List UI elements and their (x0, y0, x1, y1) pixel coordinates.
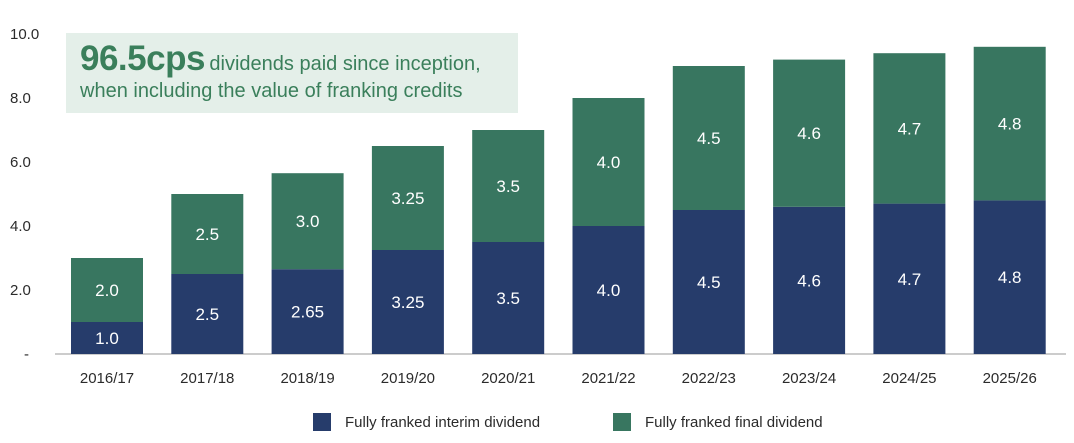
y-axis-ticks: - 2.0 4.0 6.0 8.0 10.0 (10, 26, 39, 363)
callout-text-2: when including the value of franking cre… (80, 80, 463, 102)
bar-label-final: 4.0 (597, 153, 621, 172)
bar-final (973, 46, 1046, 201)
bar-label-interim: 4.8 (998, 268, 1022, 287)
y-tick-label: 8.0 (10, 90, 31, 107)
bar-label-final: 2.5 (195, 225, 219, 244)
callout-line-1: 96.5cps dividends paid since inception, (80, 39, 481, 79)
bar-interim (71, 322, 143, 354)
x-tick-label: 2021/22 (581, 370, 635, 387)
bar-label-interim: 2.5 (195, 305, 219, 324)
bar-label-interim: 4.7 (898, 270, 922, 289)
bar-label-interim: 3.25 (391, 293, 424, 312)
x-tick-label: 2022/23 (682, 370, 736, 387)
x-tick-label: 2025/26 (983, 370, 1037, 387)
y-tick-label: 10.0 (10, 26, 39, 43)
bars: 1.0 2.0 2.5 2.5 2.65 3.0 3.25 3.25 3.5 3.5 4.0 4.0 4… (71, 46, 1046, 354)
y-tick-label: 4.0 (10, 218, 31, 235)
bar-label-final: 4.6 (797, 124, 821, 143)
bar-label-interim: 3.5 (496, 289, 520, 308)
bar-final (773, 59, 846, 207)
bar-label-interim: 4.6 (797, 271, 821, 290)
x-tick-label: 2019/20 (381, 370, 435, 387)
legend-item-final: Fully franked final dividend (613, 413, 823, 431)
bar-final (371, 146, 444, 250)
bar-final (472, 130, 545, 242)
bar-interim (371, 250, 444, 354)
legend-label-interim: Fully franked interim dividend (345, 413, 541, 431)
bar-final (71, 258, 143, 322)
bar-interim (873, 203, 946, 354)
y-tick-label: - (24, 346, 29, 363)
bar-final (873, 53, 946, 204)
bar-label-final: 3.0 (296, 212, 320, 231)
bar-interim (572, 226, 645, 354)
y-tick-label: 6.0 (10, 154, 31, 171)
callout-box: 96.5cps dividends paid since inception, … (66, 33, 518, 113)
bar-label-interim: 4.0 (597, 281, 621, 300)
x-axis-ticks: 2016/17 2017/18 2018/19 2019/20 2020/21 2021/… (80, 370, 1037, 387)
bar-label-interim: 1.0 (95, 329, 119, 348)
bar-label-final: 4.5 (697, 129, 721, 148)
bar-label-final: 4.7 (898, 119, 922, 138)
bar-interim (672, 210, 745, 354)
legend-item-interim: Fully franked interim dividend (313, 413, 540, 431)
bar-interim (973, 200, 1046, 354)
bar-interim (271, 269, 344, 354)
x-tick-label: 2023/24 (782, 370, 836, 387)
bar-interim (773, 206, 846, 354)
x-tick-label: 2018/19 (280, 370, 334, 387)
legend-swatch-final (613, 413, 631, 431)
legend-label-final: Fully franked final dividend (645, 413, 823, 431)
bar-interim (472, 242, 545, 354)
bar-label-final: 4.8 (998, 115, 1022, 134)
legend-swatch-interim (313, 413, 331, 431)
x-tick-label: 2020/21 (481, 370, 535, 387)
bar-final (572, 98, 645, 226)
callout-text-1: dividends paid since inception, (209, 53, 481, 75)
legend: Fully franked interim dividend Fully fra… (0, 413, 1074, 435)
bar-label-interim: 2.65 (291, 303, 324, 322)
y-tick-label: 2.0 (10, 282, 31, 299)
x-tick-label: 2017/18 (180, 370, 234, 387)
bar-final (271, 173, 344, 270)
bar-label-final: 3.5 (496, 177, 520, 196)
callout-highlight: 96.5cps (80, 39, 205, 78)
bar-final (672, 66, 745, 210)
x-tick-label: 2024/25 (882, 370, 936, 387)
bar-label-final: 3.25 (391, 189, 424, 208)
bar-interim (171, 274, 244, 354)
bar-label-final: 2.0 (95, 281, 119, 300)
x-tick-label: 2016/17 (80, 370, 134, 387)
bar-final (171, 194, 244, 274)
bar-label-interim: 4.5 (697, 273, 721, 292)
